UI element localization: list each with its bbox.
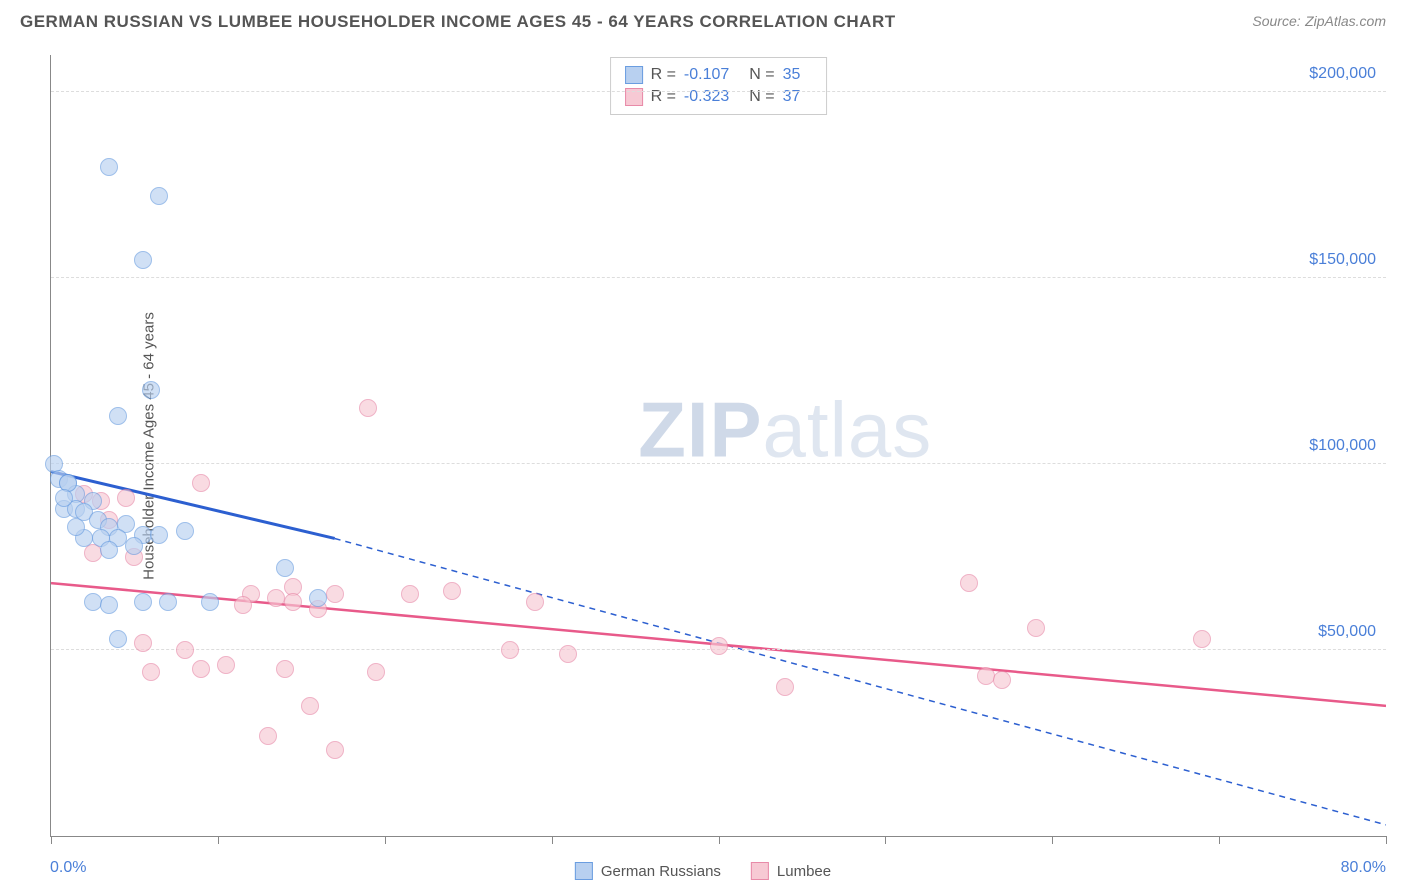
data-point <box>326 741 344 759</box>
data-point <box>134 251 152 269</box>
r-label: R = <box>651 66 676 84</box>
n-value: 35 <box>783 66 801 84</box>
data-point <box>960 574 978 592</box>
data-point <box>259 727 277 745</box>
data-point <box>192 660 210 678</box>
data-point <box>109 407 127 425</box>
data-point <box>993 671 1011 689</box>
x-tick <box>1219 836 1220 844</box>
x-tick <box>218 836 219 844</box>
data-point <box>176 641 194 659</box>
data-point <box>559 645 577 663</box>
data-point <box>109 630 127 648</box>
data-point <box>134 634 152 652</box>
data-point <box>1027 619 1045 637</box>
data-point <box>977 667 995 685</box>
trend-lines <box>51 55 1386 836</box>
data-point <box>192 474 210 492</box>
data-point <box>401 585 419 603</box>
y-tick-label: $50,000 <box>1318 623 1376 641</box>
data-point <box>150 526 168 544</box>
data-point <box>100 596 118 614</box>
grid-line <box>51 277 1386 278</box>
data-point <box>526 593 544 611</box>
data-point <box>326 585 344 603</box>
correlation-stats-box: R = -0.107 N = 35 R =-0.323N =37 <box>610 57 828 115</box>
data-point <box>176 522 194 540</box>
data-point <box>142 381 160 399</box>
data-point <box>84 593 102 611</box>
grid-line <box>51 91 1386 92</box>
y-tick-label: $200,000 <box>1309 65 1376 83</box>
x-axis-end-label: 80.0% <box>1341 859 1386 877</box>
data-point <box>443 582 461 600</box>
series-swatch <box>625 66 643 84</box>
source-attribution: Source: ZipAtlas.com <box>1252 13 1386 31</box>
data-point <box>117 489 135 507</box>
x-tick <box>885 836 886 844</box>
legend-label: Lumbee <box>777 863 831 880</box>
source-label: Source: <box>1252 13 1300 29</box>
x-tick <box>51 836 52 844</box>
data-point <box>159 593 177 611</box>
data-point <box>301 697 319 715</box>
data-point <box>309 589 327 607</box>
y-tick-label: $100,000 <box>1309 437 1376 455</box>
data-point <box>276 559 294 577</box>
chart-title: GERMAN RUSSIAN VS LUMBEE HOUSEHOLDER INC… <box>20 12 896 32</box>
data-point <box>284 593 302 611</box>
stats-row: R = -0.107 N = 35 <box>625 64 813 86</box>
x-axis-start-label: 0.0% <box>50 859 86 877</box>
data-point <box>710 637 728 655</box>
n-label: N = <box>749 66 774 84</box>
data-point <box>267 589 285 607</box>
legend-swatch <box>575 862 593 880</box>
data-point <box>501 641 519 659</box>
data-point <box>142 663 160 681</box>
x-tick <box>385 836 386 844</box>
legend-label: German Russians <box>601 863 721 880</box>
data-point <box>201 593 219 611</box>
data-point <box>234 596 252 614</box>
data-point <box>125 537 143 555</box>
r-value: -0.107 <box>684 66 729 84</box>
legend-item: Lumbee <box>751 862 831 880</box>
data-point <box>150 187 168 205</box>
y-tick-label: $150,000 <box>1309 251 1376 269</box>
data-point <box>776 678 794 696</box>
trend-line-dashed <box>335 538 1386 824</box>
source-name: ZipAtlas.com <box>1305 13 1386 29</box>
data-point <box>1193 630 1211 648</box>
x-tick <box>1386 836 1387 844</box>
legend-swatch <box>751 862 769 880</box>
data-point <box>100 541 118 559</box>
data-point <box>100 158 118 176</box>
grid-line <box>51 463 1386 464</box>
data-point <box>217 656 235 674</box>
data-point <box>276 660 294 678</box>
x-tick <box>719 836 720 844</box>
data-point <box>55 489 73 507</box>
data-point <box>367 663 385 681</box>
data-point <box>359 399 377 417</box>
data-point <box>67 518 85 536</box>
stats-row: R =-0.323N =37 <box>625 86 813 108</box>
x-tick <box>1052 836 1053 844</box>
x-tick <box>552 836 553 844</box>
legend-item: German Russians <box>575 862 721 880</box>
data-point <box>134 593 152 611</box>
watermark: ZIPatlas <box>638 384 932 475</box>
chart-legend: German Russians Lumbee <box>575 862 831 880</box>
scatter-chart: ZIPatlas R = -0.107 N = 35 R =-0.323N =37 $5… <box>50 55 1386 837</box>
